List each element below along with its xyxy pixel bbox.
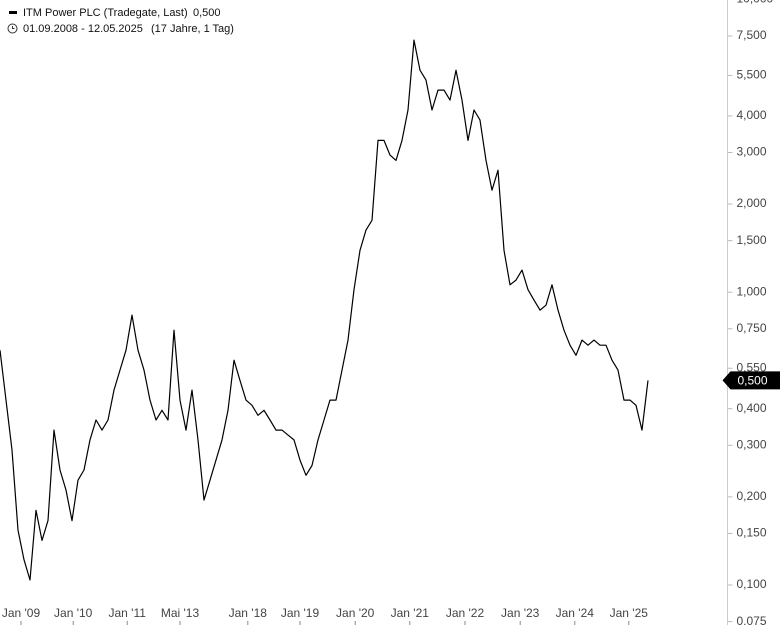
- legend-label: ITM Power PLC (Tradegate, Last): [23, 7, 188, 19]
- price-line: [0, 39, 649, 581]
- y-tick-label: 0,150: [737, 526, 767, 540]
- x-tick-label: Jan '25: [610, 606, 649, 620]
- duration: (17 Jahre, 1 Tag): [151, 23, 234, 35]
- x-tick-label: Jan '21: [391, 606, 430, 620]
- y-tick-label: 10,000: [737, 0, 774, 6]
- y-tick-label: 0,075: [737, 614, 767, 625]
- y-tick-label: 1,500: [737, 233, 767, 247]
- x-tick-label: Jan '19: [281, 606, 320, 620]
- x-tick-label: Jan '09: [2, 606, 41, 620]
- clock-icon: [7, 23, 18, 34]
- y-tick-label: 5,500: [737, 68, 767, 82]
- y-tick-label: 0,750: [737, 321, 767, 335]
- legend-swatch: [9, 11, 17, 14]
- y-tick-label: 0,300: [737, 437, 767, 451]
- y-tick-label: 7,500: [737, 28, 767, 42]
- x-tick-label: Jan '11: [108, 606, 146, 620]
- x-tick-label: Jan '22: [446, 606, 485, 620]
- y-tick-label: 2,000: [737, 196, 767, 210]
- x-tick-label: Jan '18: [229, 606, 268, 620]
- price-tag-label: 0,500: [738, 374, 768, 388]
- x-tick-label: Jan '20: [336, 606, 375, 620]
- x-tick-label: Jan '10: [54, 606, 93, 620]
- x-tick-label: Jan '24: [556, 606, 595, 620]
- x-tick-label: Jan '23: [501, 606, 540, 620]
- date-range: 01.09.2008 - 12.05.2025: [23, 23, 143, 35]
- y-tick-label: 0,550: [737, 360, 767, 374]
- x-tick-label: Mai '13: [161, 606, 200, 620]
- legend-price: 0,500: [193, 7, 221, 19]
- clock-hands: [12, 26, 15, 29]
- y-tick-label: 0,100: [737, 577, 767, 591]
- y-tick-label: 1,000: [737, 284, 767, 298]
- price-tag: [722, 371, 780, 390]
- y-tick-label: 0,400: [737, 401, 767, 415]
- legend: ITM Power PLC (Tradegate, Last) 0,500 01…: [7, 7, 234, 35]
- y-tick-label: 4,000: [737, 108, 767, 122]
- y-tick-label: 3,000: [737, 145, 767, 159]
- y-tick-label: 0,200: [737, 489, 767, 503]
